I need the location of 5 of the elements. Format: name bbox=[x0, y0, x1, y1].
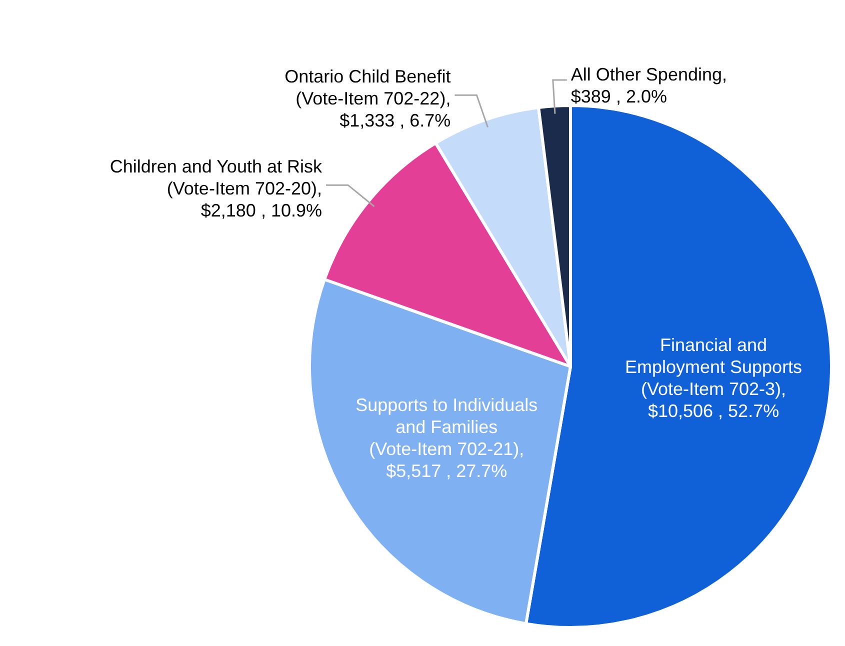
slice-label: Supports to Individuals and Families (Vote-Item 702-21), $5,517 , 27.7% bbox=[356, 394, 538, 481]
slice-label: Children and Youth at Risk (Vote-Item 702-20), $2,180 , 10.9% bbox=[110, 156, 323, 220]
slice-label: All Other Spending, $389 , 2.0% bbox=[570, 64, 727, 107]
slice-label: Financial and Employment Supports (Vote-Item 702-3), $10,506 , 52.7% bbox=[624, 334, 802, 421]
slice-label: Ontario Child Benefit (Vote-Item 702-22), $1,333 , 6.7% bbox=[284, 66, 451, 131]
